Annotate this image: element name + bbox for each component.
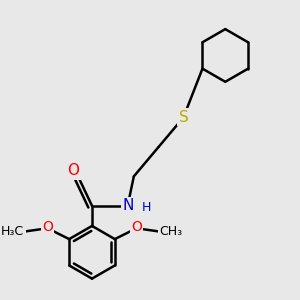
Text: CH₃: CH₃ (160, 225, 183, 238)
Text: O: O (68, 163, 80, 178)
Text: H₃C: H₃C (1, 225, 24, 238)
Text: O: O (131, 220, 142, 234)
Text: N: N (123, 198, 134, 213)
Text: S: S (178, 110, 188, 125)
Text: H: H (142, 201, 152, 214)
Text: O: O (42, 220, 53, 234)
